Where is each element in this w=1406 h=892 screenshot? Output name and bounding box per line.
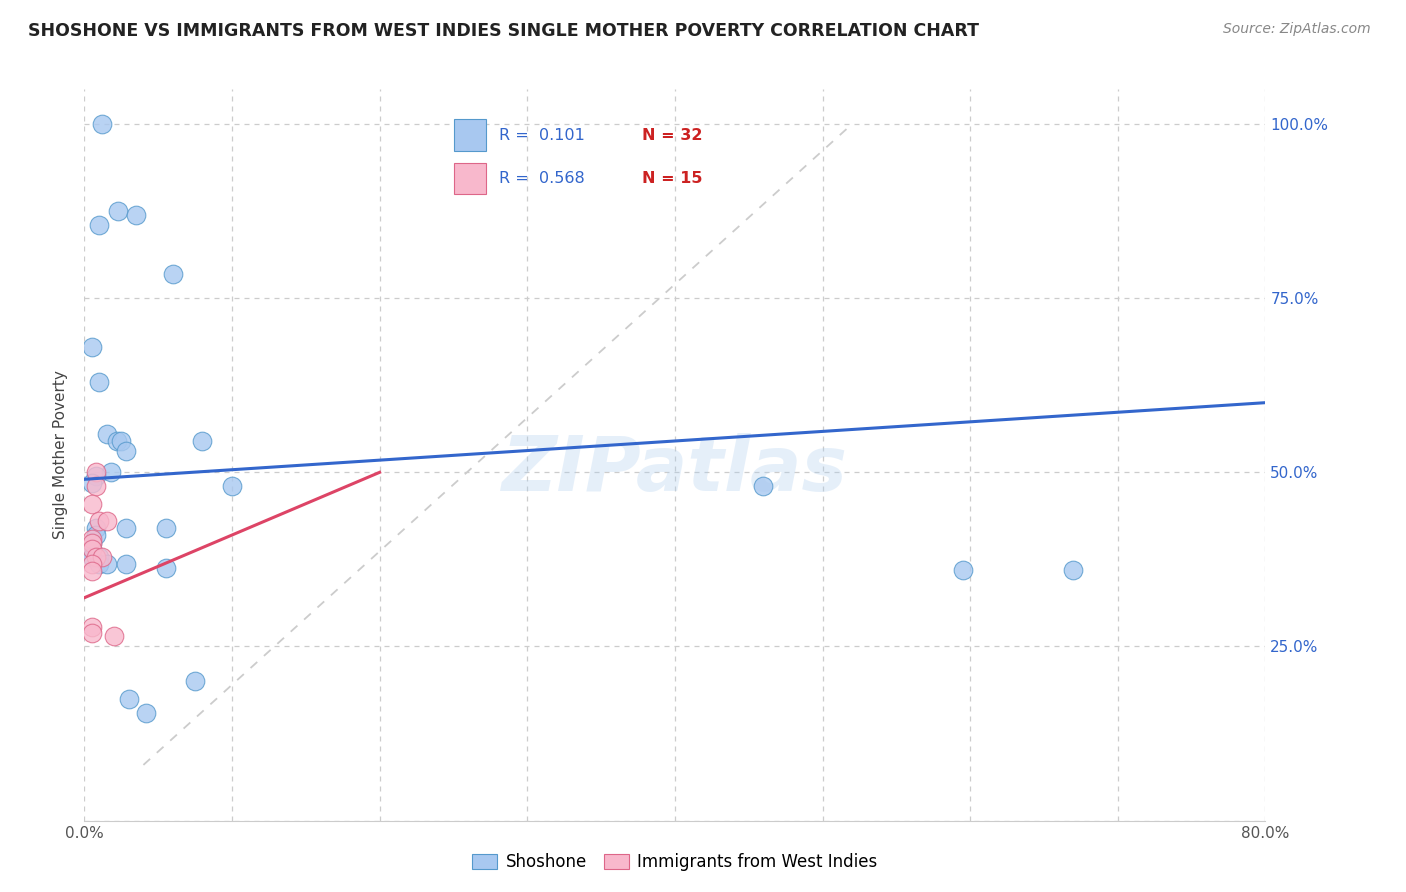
Point (84, 479, 107, 493)
Point (162, 267, 184, 281)
Point (80, 550, 103, 565)
Point (105, 434, 128, 448)
Text: SHOSHONE VS IMMIGRANTS FROM WEST INDIES SINGLE MOTHER POVERTY CORRELATION CHART: SHOSHONE VS IMMIGRANTS FROM WEST INDIES … (28, 22, 979, 40)
Point (118, 691, 141, 706)
Point (110, 434, 132, 448)
Point (125, 208, 148, 222)
Point (103, 629, 125, 643)
Point (80, 564, 103, 578)
Point (1063, 563, 1085, 577)
Point (80, 541, 103, 556)
Point (96, 558, 118, 572)
Point (80, 558, 103, 572)
Point (80, 541, 103, 556)
Point (84, 468, 107, 483)
Point (114, 558, 136, 572)
Y-axis label: Single Mother Poverty: Single Mother Poverty (53, 370, 69, 540)
Point (752, 479, 775, 493)
Point (80, 475, 103, 490)
Point (80, 536, 103, 550)
Point (80, 536, 103, 550)
Text: Source: ZipAtlas.com: Source: ZipAtlas.com (1223, 22, 1371, 37)
Point (80, 620, 103, 634)
Point (96, 514, 118, 528)
Point (191, 434, 214, 448)
Point (80, 625, 103, 640)
Point (135, 706, 157, 720)
Point (107, 204, 129, 219)
Point (84, 521, 107, 535)
Point (184, 674, 207, 689)
Point (114, 444, 136, 458)
Point (84, 528, 107, 542)
Point (89, 375, 111, 389)
Point (100, 466, 122, 480)
Point (80, 532, 103, 546)
Point (84, 550, 107, 565)
Point (80, 497, 103, 511)
Point (89, 558, 111, 572)
Point (155, 561, 177, 575)
Point (91, 550, 114, 565)
Point (952, 563, 974, 577)
Point (89, 218, 111, 232)
Text: ZIPatlas: ZIPatlas (502, 433, 848, 507)
Point (221, 479, 243, 493)
Point (114, 521, 136, 535)
Point (84, 466, 107, 480)
Point (89, 514, 111, 528)
Point (155, 521, 177, 535)
Point (96, 427, 118, 442)
Point (89, 550, 111, 565)
Legend: Shoshone, Immigrants from West Indies: Shoshone, Immigrants from West Indies (465, 847, 884, 878)
Point (80, 340, 103, 354)
Point (91, 117, 114, 131)
